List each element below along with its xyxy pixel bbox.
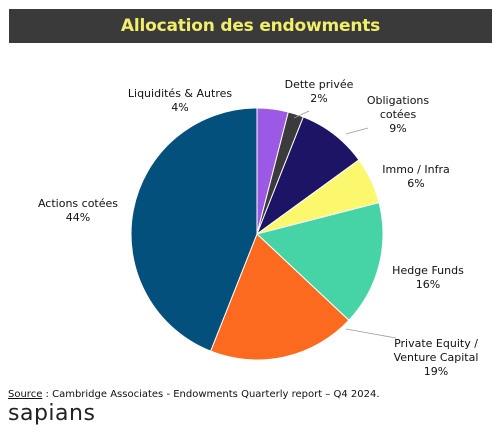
slice-label: Obligations cotées 9% xyxy=(367,94,430,135)
source-key: Source xyxy=(8,389,43,400)
leader-line xyxy=(345,127,369,135)
slice-label: Dette privée 2% xyxy=(285,78,354,105)
brand-logo: sapians xyxy=(8,401,96,426)
leader-line xyxy=(345,328,397,339)
pie-slice-actions-cot-es xyxy=(130,107,258,352)
chart-title-bar: Allocation des endowments xyxy=(9,9,492,43)
slice-label: Immo / Infra 6% xyxy=(382,163,449,190)
leader-line xyxy=(293,110,310,119)
slice-label: Actions cotées 44% xyxy=(38,197,118,224)
pie-slice-hedge-funds xyxy=(255,202,384,321)
slice-label: Hedge Funds 16% xyxy=(392,264,464,291)
chart-title: Allocation des endowments xyxy=(120,16,381,36)
slice-label: Liquidités & Autres 4% xyxy=(128,87,232,114)
pie-slice-private-equity-venture-capital xyxy=(209,233,350,361)
source-text: : Cambridge Associates - Endowments Quar… xyxy=(42,389,380,400)
slice-label: Private Equity / Venture Capital 19% xyxy=(394,337,479,378)
source-note: Source : Cambridge Associates - Endowmen… xyxy=(8,389,380,400)
